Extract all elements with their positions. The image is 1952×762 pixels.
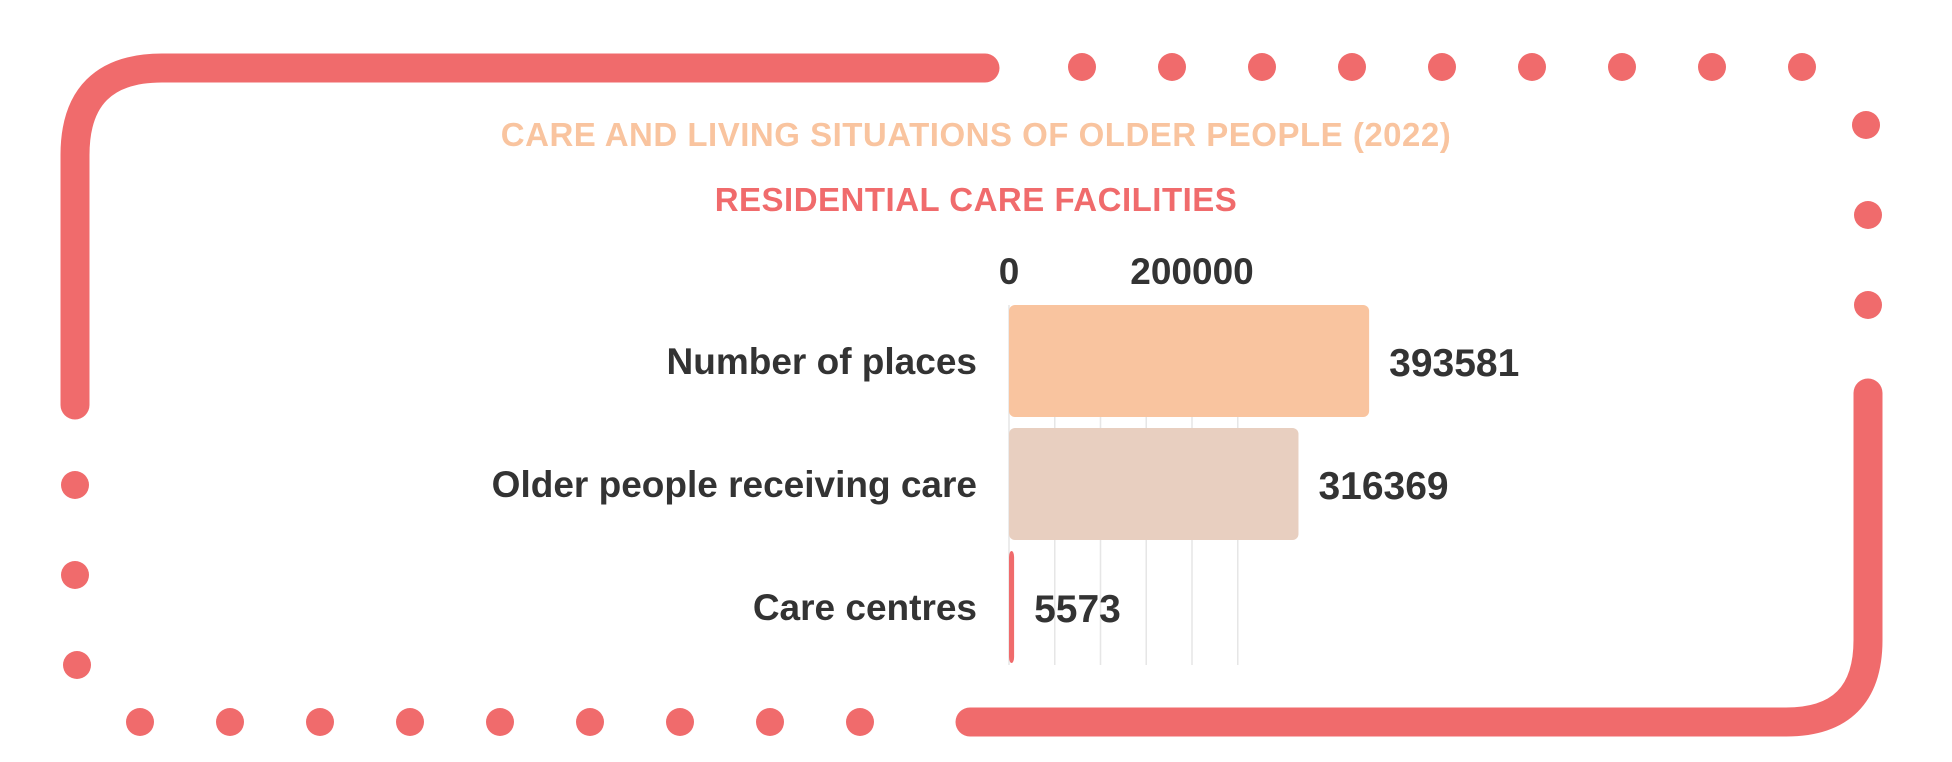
frame-dot <box>486 708 514 736</box>
frame-dot <box>1698 53 1726 81</box>
frame-dot <box>396 708 424 736</box>
frame-dot <box>306 708 334 736</box>
frame-dot <box>216 708 244 736</box>
bar <box>1009 305 1370 417</box>
frame-dot <box>1852 111 1880 139</box>
frame-dot <box>126 708 154 736</box>
chart-title: CARE AND LIVING SITUATIONS OF OLDER PEOP… <box>500 116 1452 153</box>
frame-dot <box>1788 53 1816 81</box>
frame-dot <box>1068 53 1096 81</box>
bar <box>1009 551 1015 663</box>
frame-dot <box>1518 53 1546 81</box>
category-label: Number of places <box>667 341 977 382</box>
category-label: Care centres <box>753 587 977 628</box>
frame-dot <box>846 708 874 736</box>
data-label: 5573 <box>1034 588 1121 631</box>
frame-dot <box>61 561 89 589</box>
data-label: 393581 <box>1389 342 1519 385</box>
frame-dot <box>1854 291 1882 319</box>
category-label: Older people receiving care <box>492 464 977 505</box>
bar <box>1009 428 1299 540</box>
frame-dot <box>1608 53 1636 81</box>
frame-dot <box>1338 53 1366 81</box>
x-tick-label: 200000 <box>1130 251 1253 292</box>
frame-dot <box>576 708 604 736</box>
frame-dot <box>1158 53 1186 81</box>
frame-dot <box>1428 53 1456 81</box>
frame-dot <box>1248 53 1276 81</box>
frame-stroke-top-left <box>60 53 1000 420</box>
data-label: 316369 <box>1318 465 1448 508</box>
x-tick-label: 0 <box>999 251 1020 292</box>
frame-dot <box>61 471 89 499</box>
x-axis-ticks: 0 200000 <box>999 251 1254 292</box>
chart-subtitle: RESIDENTIAL CARE FACILITIES <box>714 181 1238 218</box>
frame-dot <box>666 708 694 736</box>
frame-dot <box>756 708 784 736</box>
frame-dot <box>1854 201 1882 229</box>
frame-dot <box>63 651 91 679</box>
frame-stroke-bottom-right <box>955 378 1883 737</box>
bars: Number of places 393581 Older people recei… <box>492 305 1519 663</box>
